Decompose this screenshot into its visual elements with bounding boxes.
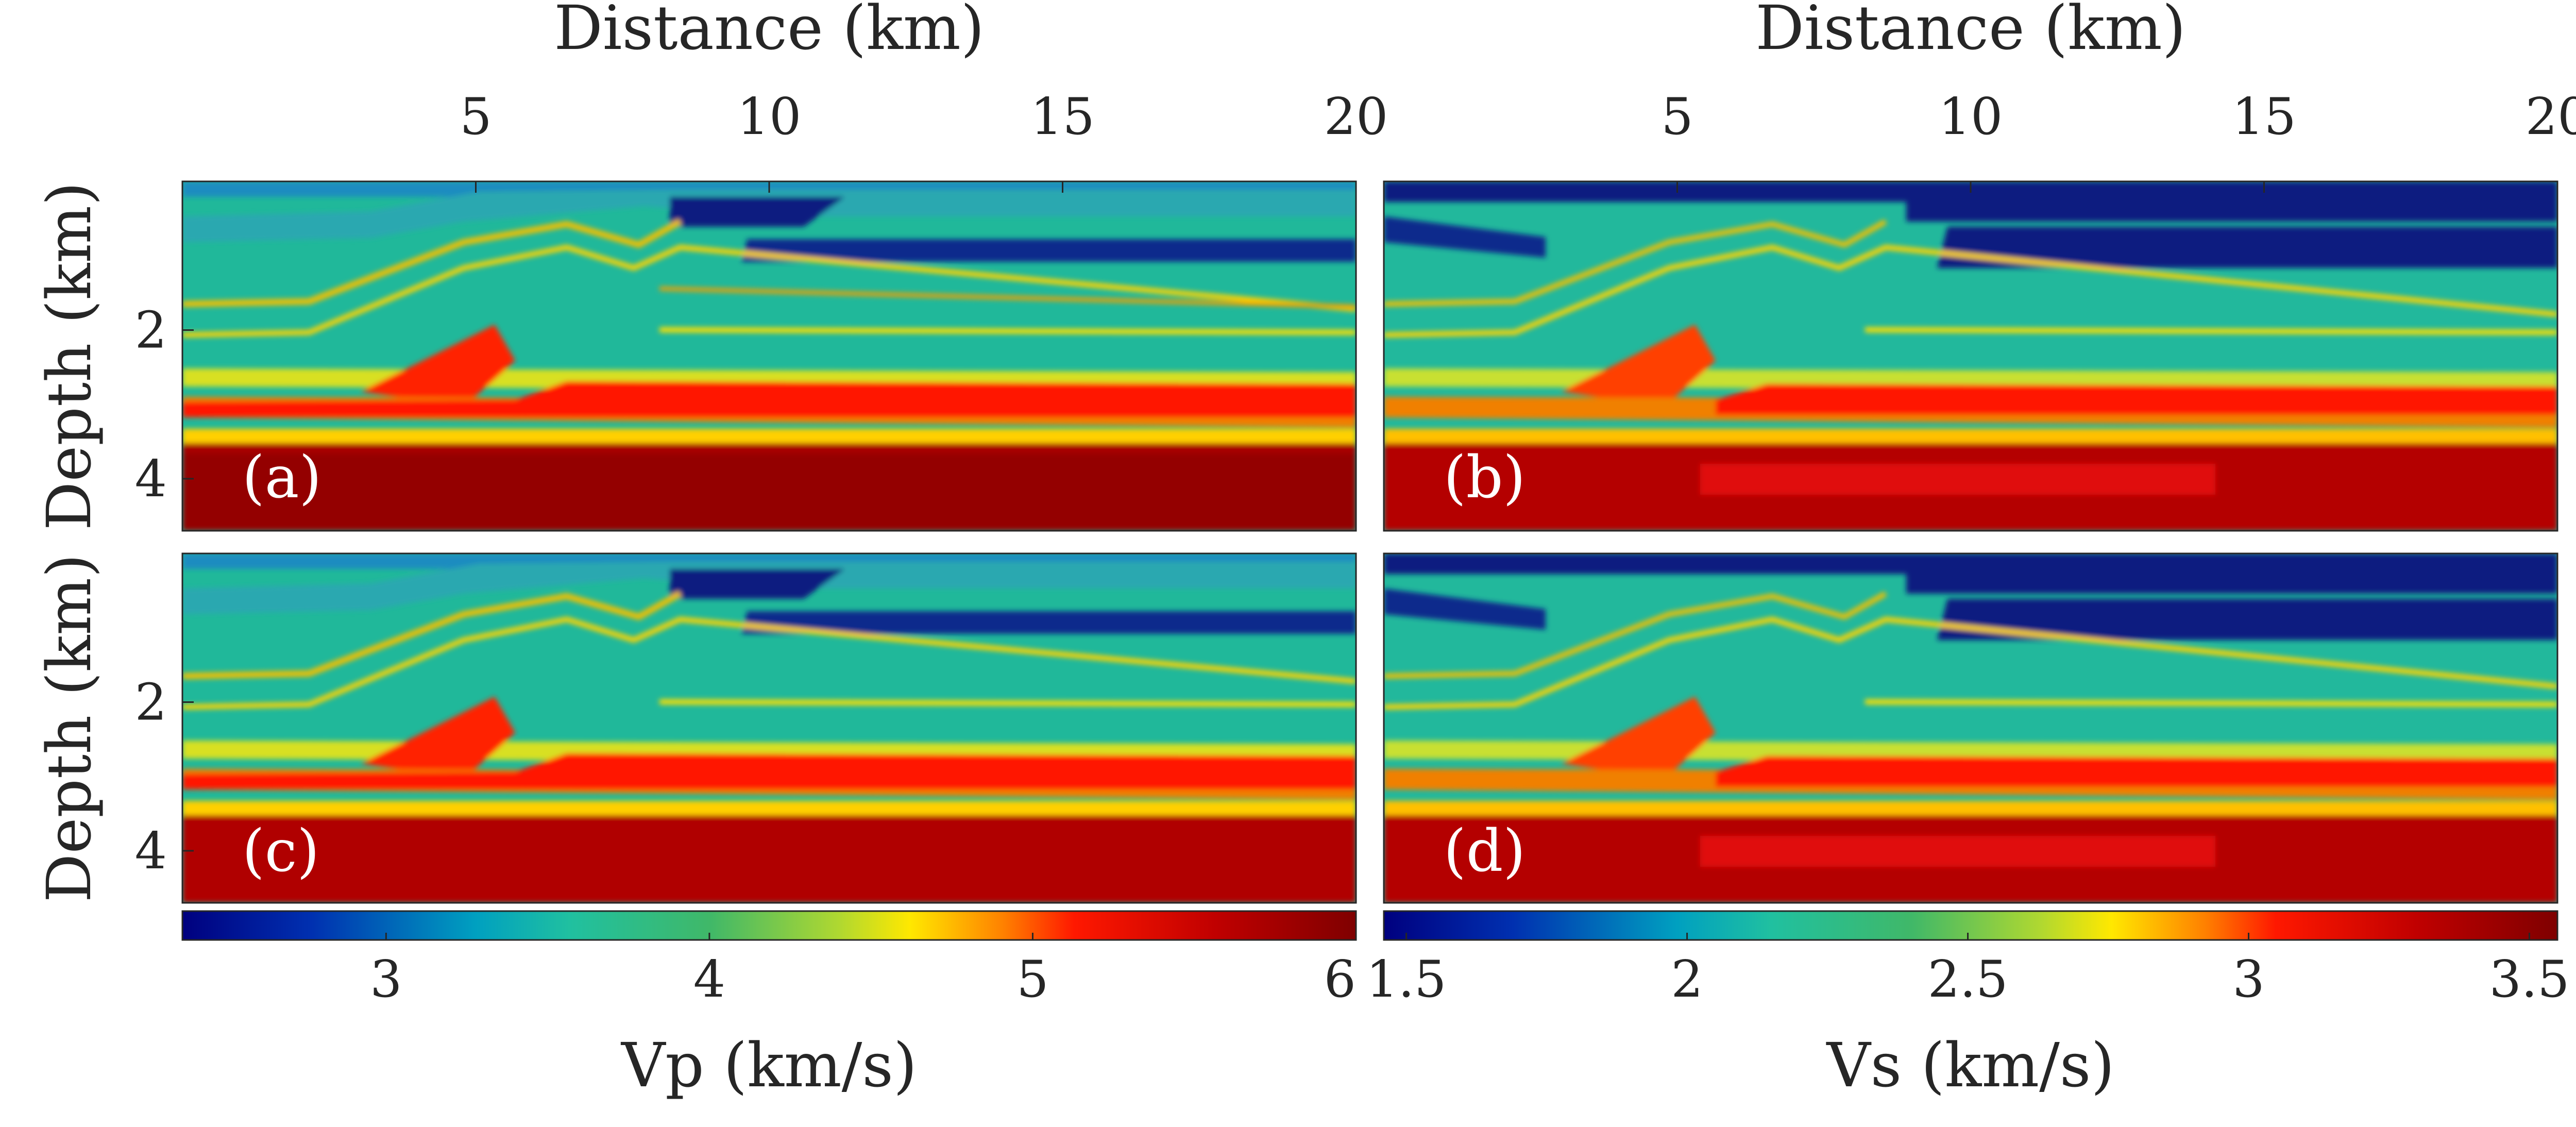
y-axis-title-a: Depth (km) [33, 182, 105, 530]
vp-colorbar [181, 910, 1357, 941]
colorbar-tick-label: 5 [1016, 950, 1048, 1009]
colorbar-tick-label: 3 [370, 950, 402, 1009]
panel-a-layers [182, 181, 1356, 531]
x-tick-label: 20 [1324, 88, 1388, 146]
vs-colorbar-label: Vs (km/s) [1825, 1030, 2114, 1101]
y-axis-title-c: Depth (km) [33, 554, 105, 902]
colorbar-ticks: 3 4 5 6 1.5 2 2.5 3 3.5 [370, 933, 2569, 1009]
axis-ticks: 5 10 15 20 2 4 5 10 15 20 2 4 [135, 88, 2576, 881]
x-tick-label: 10 [1939, 88, 2003, 146]
y-tick-label: 2 [135, 301, 167, 360]
panel-label-d: (d) [1444, 818, 1526, 885]
y-tick-label: 4 [135, 450, 167, 509]
x-tick-label: 10 [737, 88, 802, 146]
panel-c-frame [181, 552, 1357, 904]
colorbar-tick-label: 3 [2232, 950, 2264, 1009]
panel-c-layers [182, 553, 1356, 903]
y-tick-label: 2 [135, 674, 167, 732]
x-tick-label: 15 [2232, 88, 2296, 146]
panel-b-layers [1384, 181, 2557, 531]
x-tick-label: 5 [460, 88, 492, 146]
colorbar-tick-label: 2.5 [1928, 950, 2008, 1009]
colorbar-tick-label: 1.5 [1366, 950, 1447, 1009]
colorbar-tick-label: 4 [693, 950, 725, 1009]
vs-colorbar [1383, 910, 2558, 941]
y-tick-label: 4 [135, 822, 167, 881]
panel-label-a: (a) [242, 444, 321, 511]
panel-label-b: (b) [1444, 444, 1526, 511]
panel-d-layers [1384, 553, 2557, 903]
panel-a [182, 181, 1356, 531]
panel-label-c: (c) [242, 818, 319, 885]
x-tick-label: 5 [1661, 88, 1693, 146]
colorbar-tick-label: 6 [1324, 950, 1356, 1009]
panel-c [182, 553, 1356, 903]
panel-d-frame [1383, 552, 2558, 904]
colorbar-tick-label: 3.5 [2489, 950, 2570, 1009]
panel-b [1384, 181, 2557, 531]
x-tick-label: 20 [2526, 88, 2576, 146]
vp-colorbar-label: Vp (km/s) [620, 1030, 917, 1101]
x-axis-title-b: Distance (km) [1755, 0, 2186, 63]
panel-d [1384, 553, 2557, 903]
x-axis-title-a: Distance (km) [554, 0, 985, 63]
x-tick-label: 15 [1030, 88, 1095, 146]
colorbar-tick-label: 2 [1671, 950, 1703, 1009]
